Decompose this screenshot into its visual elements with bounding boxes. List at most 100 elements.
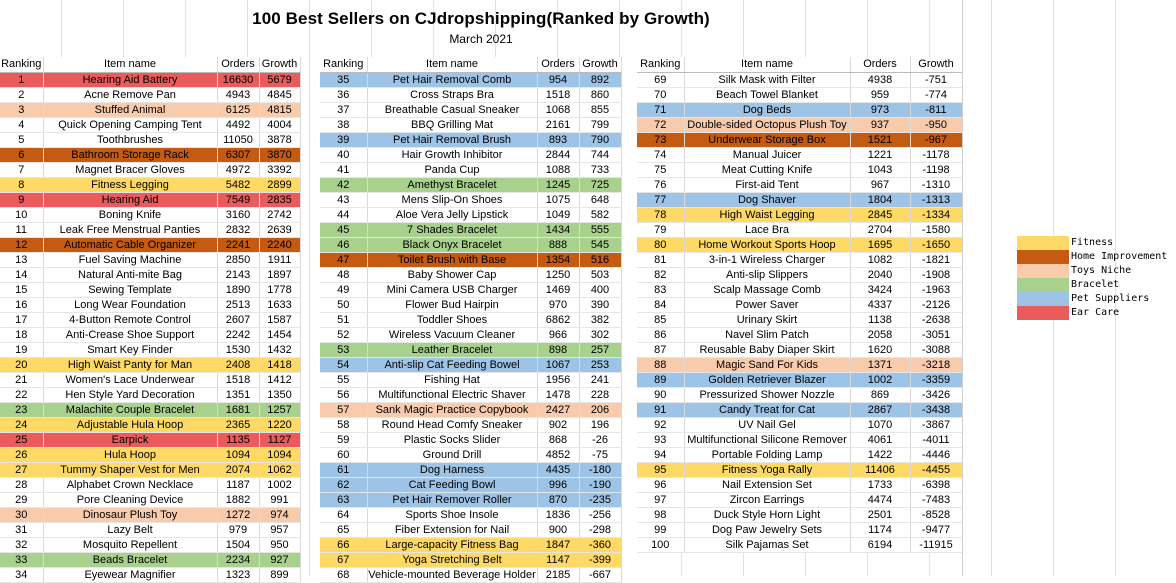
rank-cell[interactable]: 92 <box>637 417 685 433</box>
orders-cell[interactable]: 1836 <box>537 507 580 523</box>
rank-cell[interactable]: 36 <box>320 87 368 103</box>
growth-cell[interactable]: 790 <box>579 132 622 148</box>
rank-cell[interactable]: 23 <box>0 402 44 418</box>
item-name-cell[interactable]: Large-capacity Fitness Bag <box>367 537 538 553</box>
orders-cell[interactable]: 869 <box>850 387 911 403</box>
growth-cell[interactable]: -4455 <box>910 462 963 478</box>
orders-cell[interactable]: 1245 <box>537 177 580 193</box>
orders-cell[interactable]: 4474 <box>850 492 911 508</box>
growth-cell[interactable]: 555 <box>579 222 622 238</box>
item-name-cell[interactable]: Mosquito Repellent <box>43 537 218 553</box>
growth-cell[interactable]: -180 <box>579 462 622 478</box>
growth-cell[interactable]: 1412 <box>259 372 301 388</box>
item-name-cell[interactable]: Cross Straps Bra <box>367 87 538 103</box>
growth-cell[interactable]: 400 <box>579 282 622 298</box>
growth-cell[interactable]: -399 <box>579 552 622 568</box>
rank-cell[interactable]: 72 <box>637 117 685 133</box>
item-name-cell[interactable]: Dog Harness <box>367 462 538 478</box>
rank-cell[interactable]: 35 <box>320 72 368 88</box>
rank-cell[interactable]: 84 <box>637 297 685 313</box>
item-name-cell[interactable]: Adjustable Hula Hoop <box>43 417 218 433</box>
orders-cell[interactable]: 7549 <box>217 192 260 208</box>
growth-cell[interactable]: -3088 <box>910 342 963 358</box>
item-name-cell[interactable]: Ground Drill <box>367 447 538 463</box>
rank-cell[interactable]: 44 <box>320 207 368 223</box>
orders-cell[interactable]: 1174 <box>850 522 911 538</box>
growth-cell[interactable]: 206 <box>579 402 622 418</box>
growth-cell[interactable]: -1178 <box>910 147 963 163</box>
orders-cell[interactable]: 1351 <box>217 387 260 403</box>
rank-cell[interactable]: 88 <box>637 357 685 373</box>
item-name-cell[interactable]: Multifunctional Electric Shaver <box>367 387 538 403</box>
growth-cell[interactable]: 4815 <box>259 102 301 118</box>
growth-cell[interactable]: 2240 <box>259 237 301 253</box>
growth-cell[interactable]: 503 <box>579 267 622 283</box>
item-name-cell[interactable]: Duck Style Horn Light <box>684 507 851 523</box>
growth-cell[interactable]: 950 <box>259 537 301 553</box>
rank-cell[interactable]: 6 <box>0 147 44 163</box>
item-name-cell[interactable]: Leather Bracelet <box>367 342 538 358</box>
orders-cell[interactable]: 1469 <box>537 282 580 298</box>
rank-cell[interactable]: 28 <box>0 477 44 493</box>
rank-cell[interactable]: 17 <box>0 312 44 328</box>
item-name-cell[interactable]: Yoga Stretching Belt <box>367 552 538 568</box>
growth-cell[interactable]: -1334 <box>910 207 963 223</box>
growth-cell[interactable]: 253 <box>579 357 622 373</box>
item-name-cell[interactable]: Hen Style Yard Decoration <box>43 387 218 403</box>
orders-cell[interactable]: 1354 <box>537 252 580 268</box>
growth-cell[interactable]: -811 <box>910 102 963 118</box>
rank-cell[interactable]: 33 <box>0 552 44 568</box>
item-name-cell[interactable]: Aloe Vera Jelly Lipstick <box>367 207 538 223</box>
rank-cell[interactable]: 19 <box>0 342 44 358</box>
orders-cell[interactable]: 1187 <box>217 477 260 493</box>
rank-cell[interactable]: 85 <box>637 312 685 328</box>
orders-cell[interactable]: 1002 <box>850 372 911 388</box>
item-name-cell[interactable]: Cat Feeding Bowl <box>367 477 538 493</box>
orders-cell[interactable]: 2607 <box>217 312 260 328</box>
orders-cell[interactable]: 6125 <box>217 102 260 118</box>
growth-cell[interactable]: 725 <box>579 177 622 193</box>
item-name-cell[interactable]: Anti-slip Cat Feeding Bowel <box>367 357 538 373</box>
item-name-cell[interactable]: Hula Hoop <box>43 447 218 463</box>
item-name-cell[interactable]: Dog Shaver <box>684 192 851 208</box>
rank-cell[interactable]: 63 <box>320 492 368 508</box>
orders-cell[interactable]: 1695 <box>850 237 911 253</box>
orders-cell[interactable]: 868 <box>537 432 580 448</box>
item-name-cell[interactable]: Sports Shoe Insole <box>367 507 538 523</box>
item-name-cell[interactable]: Breathable Casual Sneaker <box>367 102 538 118</box>
growth-cell[interactable]: -1650 <box>910 237 963 253</box>
orders-cell[interactable]: 1733 <box>850 477 911 493</box>
item-name-cell[interactable]: Beach Towel Blanket <box>684 87 851 103</box>
item-name-cell[interactable]: Silk Pajamas Set <box>684 537 851 553</box>
rank-cell[interactable]: 78 <box>637 207 685 223</box>
orders-cell[interactable]: 2408 <box>217 357 260 373</box>
growth-cell[interactable]: -1198 <box>910 162 963 178</box>
item-name-cell[interactable]: Quick Opening Camping Tent <box>43 117 218 133</box>
growth-cell[interactable]: -75 <box>579 447 622 463</box>
item-name-cell[interactable]: Tummy Shaper Vest for Men <box>43 462 218 478</box>
rank-cell[interactable]: 68 <box>320 567 368 583</box>
orders-cell[interactable]: 888 <box>537 237 580 253</box>
orders-cell[interactable]: 2845 <box>850 207 911 223</box>
item-name-cell[interactable]: Magic Sand For Kids <box>684 357 851 373</box>
orders-cell[interactable]: 2185 <box>537 567 580 583</box>
rank-cell[interactable]: 40 <box>320 147 368 163</box>
growth-cell[interactable]: 957 <box>259 522 301 538</box>
orders-cell[interactable]: 1250 <box>537 267 580 283</box>
item-name-cell[interactable]: Boning Knife <box>43 207 218 223</box>
orders-cell[interactable]: 870 <box>537 492 580 508</box>
growth-cell[interactable]: 1778 <box>259 282 301 298</box>
growth-cell[interactable]: 991 <box>259 492 301 508</box>
rank-cell[interactable]: 31 <box>0 522 44 538</box>
orders-cell[interactable]: 6194 <box>850 537 911 553</box>
growth-cell[interactable]: -950 <box>910 117 963 133</box>
item-name-cell[interactable]: Dinosaur Plush Toy <box>43 507 218 523</box>
growth-cell[interactable]: -2126 <box>910 297 963 313</box>
orders-cell[interactable]: 1147 <box>537 552 580 568</box>
orders-cell[interactable]: 1530 <box>217 342 260 358</box>
item-name-cell[interactable]: Anti-Crease Shoe Support <box>43 327 218 343</box>
item-name-cell[interactable]: Women's Lace Underwear <box>43 372 218 388</box>
item-name-cell[interactable]: Natural Anti-mite Bag <box>43 267 218 283</box>
orders-cell[interactable]: 2850 <box>217 252 260 268</box>
growth-cell[interactable]: -3867 <box>910 417 963 433</box>
